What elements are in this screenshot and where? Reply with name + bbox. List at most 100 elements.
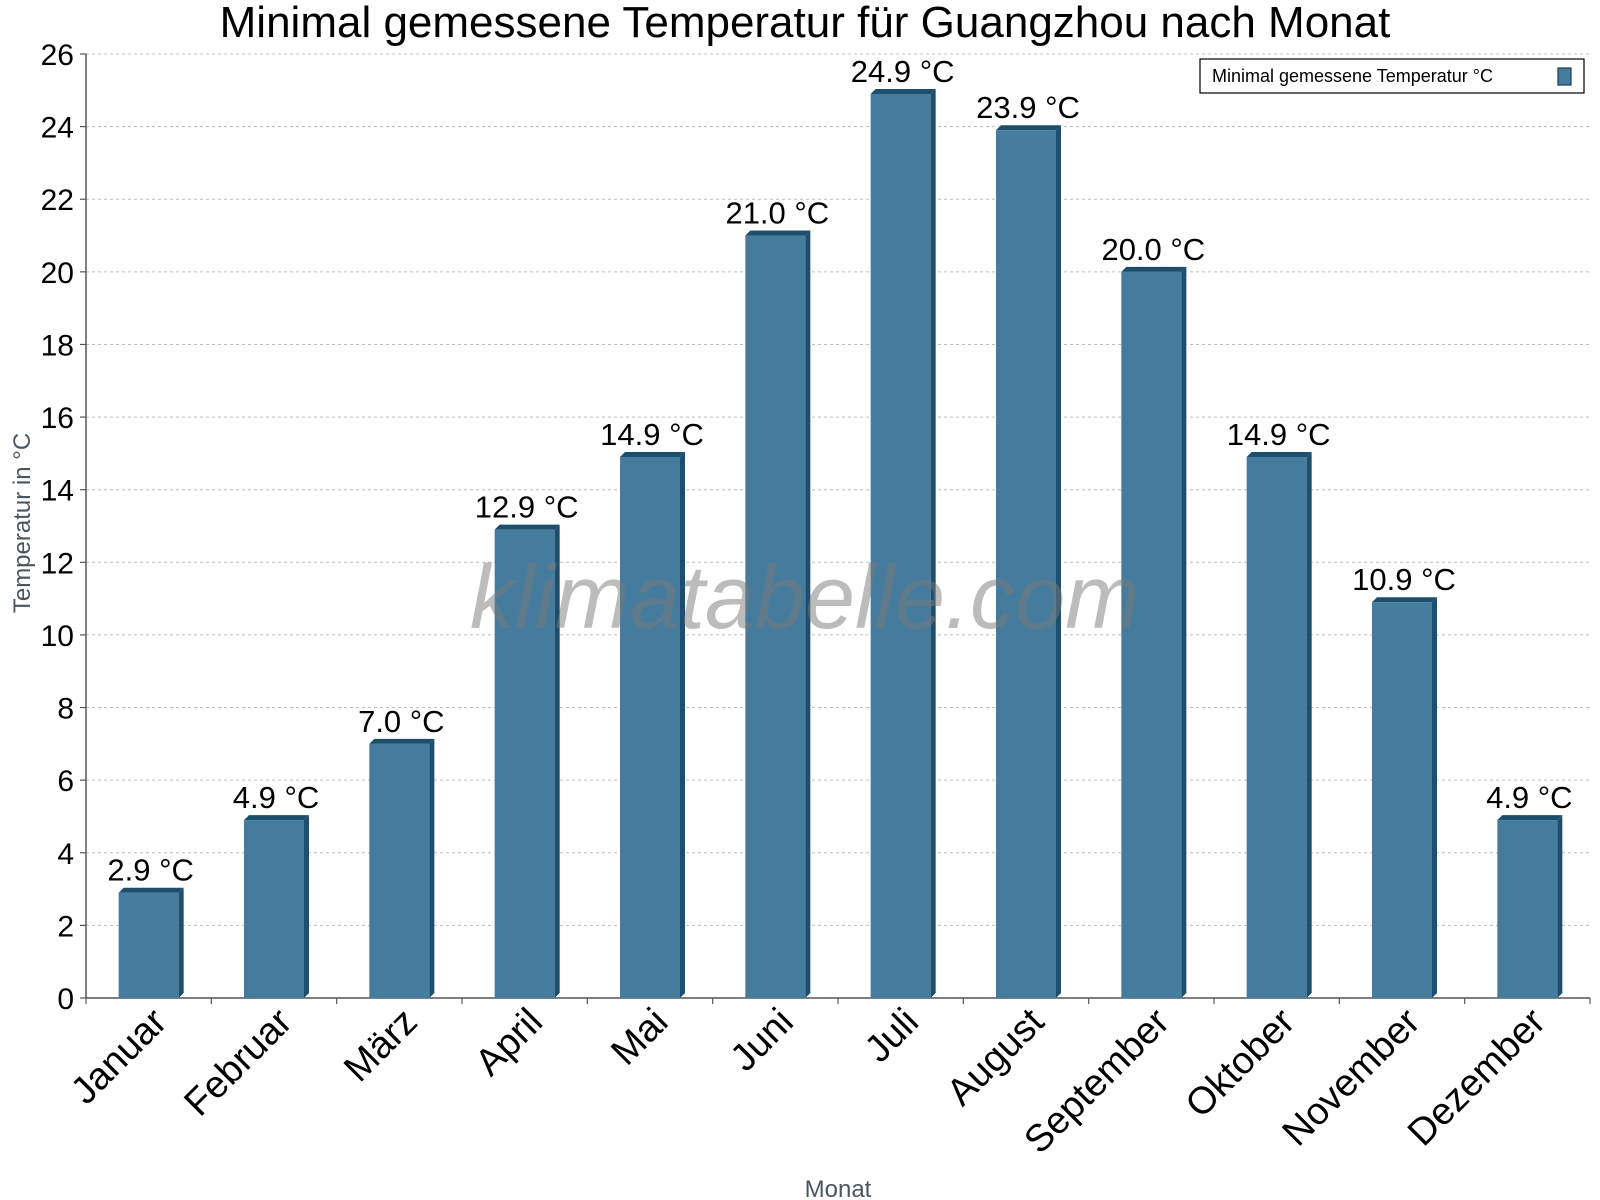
bar-side	[178, 887, 184, 998]
bar-side	[1056, 125, 1061, 998]
data-label: 4.9 °C	[233, 780, 320, 815]
bar-top	[1372, 597, 1437, 603]
y-tick-label: 14	[41, 475, 74, 508]
bar	[118, 892, 179, 998]
bar	[244, 820, 304, 998]
y-tick-label: 12	[41, 547, 74, 580]
bar-top	[745, 230, 811, 236]
bars	[118, 88, 1563, 999]
bar-group	[620, 452, 685, 998]
bar-top	[1121, 266, 1187, 272]
y-tick-label: 24	[41, 112, 74, 145]
bar	[620, 457, 680, 998]
legend: Minimal gemessene Temperatur °C	[1199, 58, 1585, 94]
bar-side	[1181, 266, 1187, 998]
bar-top	[494, 524, 560, 530]
bar-side	[1306, 452, 1312, 998]
bar-group	[1497, 815, 1563, 998]
bar-top	[118, 887, 184, 893]
bar-top	[1497, 815, 1563, 821]
bar	[494, 529, 555, 998]
data-label: 21.0 °C	[725, 196, 829, 231]
data-label: 7.0 °C	[358, 704, 445, 739]
bar-group	[745, 230, 811, 999]
bar	[1121, 271, 1182, 998]
bar	[870, 93, 931, 998]
bar-side	[930, 88, 936, 998]
bar	[369, 743, 430, 998]
bar-side	[554, 524, 560, 998]
x-tick-label: August	[939, 1000, 1053, 1114]
bar-group	[244, 815, 309, 998]
bar-side	[805, 230, 811, 999]
bar	[745, 235, 806, 999]
bar-top	[369, 738, 435, 744]
bar-top	[996, 125, 1061, 131]
x-tick-label: Dezember	[1400, 1000, 1554, 1154]
data-label: 20.0 °C	[1101, 232, 1205, 267]
legend-swatch	[1557, 67, 1572, 86]
y-tick-label: 6	[57, 765, 74, 798]
x-tick-label: Februar	[177, 1000, 301, 1124]
bar-side	[1557, 815, 1563, 998]
watermark: klimatabelle.com	[470, 548, 1140, 648]
bar	[996, 130, 1056, 998]
y-tick-label: 22	[41, 184, 74, 217]
data-label: 4.9 °C	[1486, 780, 1573, 815]
y-tick-label: 10	[41, 620, 74, 653]
bar-group	[996, 125, 1061, 998]
y-tick-label: 2	[57, 910, 74, 943]
bar-group	[1121, 266, 1187, 998]
x-tick-label: März	[336, 1001, 425, 1090]
y-tick-label: 4	[57, 838, 74, 871]
bar-group	[369, 738, 435, 998]
x-tick-label: Juni	[723, 1001, 802, 1080]
data-label: 23.9 °C	[976, 90, 1080, 125]
y-tick-label: 0	[57, 983, 74, 1016]
grid-lines	[86, 53, 1590, 926]
bar	[1372, 602, 1432, 998]
y-axis-label: Temperatur in °C	[9, 433, 36, 613]
y-tick-label: 8	[57, 693, 74, 726]
x-tick-label: Januar	[63, 1000, 175, 1112]
data-labels: 2.9 °C 4.9 °C 7.0 °C 12.9 °C 14.9 °C 21.0 °C 2…	[107, 54, 1572, 888]
data-label: 10.9 °C	[1352, 562, 1456, 597]
y-tick-label: 16	[41, 402, 74, 435]
bar-group	[870, 88, 936, 998]
bar-top	[244, 815, 309, 821]
bar-group	[118, 887, 184, 998]
y-tick-label: 18	[41, 329, 74, 362]
bar-side	[429, 738, 435, 998]
y-tick-label: 20	[41, 257, 74, 290]
data-label: 14.9 °C	[600, 417, 704, 452]
bar-top	[870, 88, 936, 94]
data-label: 12.9 °C	[475, 490, 579, 525]
bar-top	[1246, 452, 1312, 458]
x-tick-label: Mai	[603, 1001, 676, 1074]
data-label: 2.9 °C	[107, 853, 194, 888]
bar-side	[1432, 597, 1437, 998]
x-axis-label: Monat	[805, 1176, 872, 1200]
x-tick-labels: Januar Februar März April Mai Juni Juli AugustS…	[63, 1000, 1554, 1161]
chart-title: Minimal gemessene Temperatur für Guangzh…	[220, 0, 1391, 47]
bar	[1246, 457, 1307, 998]
y-tick-label: 26	[41, 39, 74, 72]
legend-label: Minimal gemessene Temperatur °C	[1212, 66, 1493, 86]
x-tick-label: Oktober	[1178, 1000, 1304, 1126]
x-tick-label: Juli	[857, 1001, 927, 1071]
data-label: 24.9 °C	[851, 54, 955, 89]
axes	[80, 53, 1591, 1004]
bar-group	[1372, 597, 1437, 998]
bar-group	[494, 524, 560, 998]
data-label: 14.9 °C	[1227, 417, 1331, 452]
bar	[1497, 820, 1558, 998]
legend-box	[1199, 58, 1585, 94]
x-tick-label: April	[468, 1001, 551, 1084]
bar-group	[1246, 452, 1312, 998]
bar-side	[680, 452, 685, 998]
bar-top	[620, 452, 685, 458]
bar-side	[304, 815, 309, 998]
